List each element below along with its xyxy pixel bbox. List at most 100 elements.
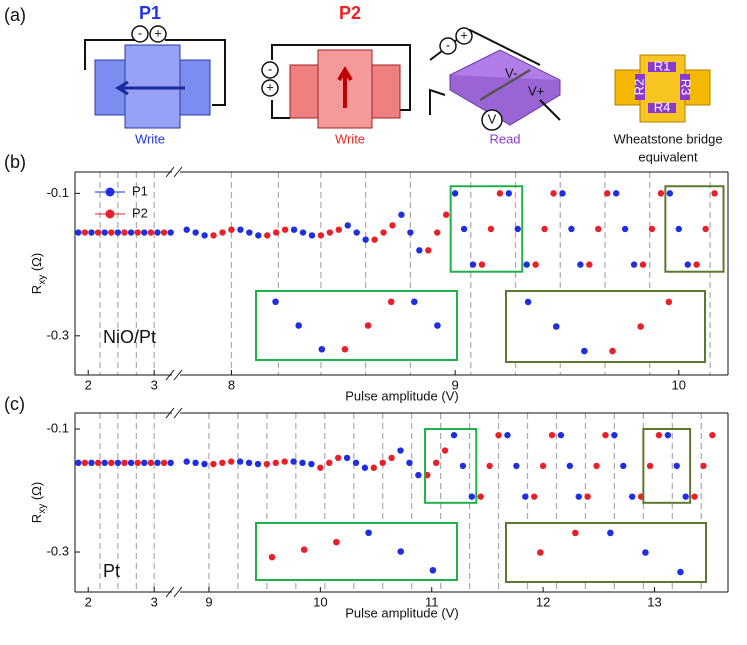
data-point bbox=[441, 447, 449, 454]
caption: Write bbox=[135, 131, 165, 146]
inset-point bbox=[677, 568, 684, 576]
data-point bbox=[154, 229, 161, 236]
data-point bbox=[167, 229, 174, 236]
data-point bbox=[370, 464, 378, 471]
data-point bbox=[407, 229, 414, 236]
data-point bbox=[514, 225, 521, 233]
data-point bbox=[604, 190, 611, 197]
data-point bbox=[586, 261, 593, 268]
data-point bbox=[264, 232, 271, 239]
data-point bbox=[81, 229, 89, 236]
data-point bbox=[281, 458, 288, 465]
data-point bbox=[371, 236, 378, 243]
data-point bbox=[167, 459, 174, 467]
panel-a: (a) - + P1 Write - + P2 Write - + V- V+ bbox=[4, 3, 723, 165]
annotation: Pt bbox=[103, 561, 120, 581]
data-point bbox=[308, 460, 315, 468]
y-label-unit: (Ω) bbox=[29, 482, 44, 504]
data-point bbox=[568, 225, 575, 233]
data-point bbox=[94, 459, 102, 467]
data-point bbox=[380, 229, 387, 236]
p1-title: P1 bbox=[139, 3, 161, 23]
data-point bbox=[522, 493, 529, 500]
data-point bbox=[602, 431, 609, 439]
inset-point bbox=[609, 347, 616, 355]
caption: Read bbox=[489, 131, 520, 146]
inset-point bbox=[387, 298, 395, 306]
inset-point bbox=[429, 566, 437, 574]
inset-frame bbox=[255, 290, 458, 361]
annotation: NiO/Pt bbox=[103, 327, 156, 347]
data-point bbox=[344, 222, 351, 229]
wire bbox=[84, 39, 226, 106]
arrow bbox=[337, 66, 353, 108]
data-point bbox=[541, 225, 548, 233]
data-point bbox=[496, 190, 504, 197]
axis-break bbox=[173, 369, 183, 381]
data-point bbox=[673, 462, 680, 470]
resistor bbox=[648, 103, 676, 113]
data-point bbox=[108, 459, 115, 467]
data-point bbox=[693, 261, 700, 268]
data-point bbox=[504, 431, 511, 439]
caption: Wheatstone bridge bbox=[613, 131, 722, 146]
data-point bbox=[513, 462, 520, 470]
data-point bbox=[192, 229, 199, 236]
data-point bbox=[101, 229, 108, 236]
data-point bbox=[147, 459, 155, 467]
v-plus: V+ bbox=[528, 83, 544, 98]
axis-break bbox=[173, 407, 183, 419]
data-point bbox=[121, 459, 128, 467]
data-point bbox=[584, 493, 591, 500]
data-point bbox=[147, 229, 155, 236]
source bbox=[439, 37, 457, 55]
data-point bbox=[201, 232, 208, 239]
inset-point bbox=[397, 548, 405, 555]
x-tick-label: 8 bbox=[228, 377, 235, 392]
data-point bbox=[468, 493, 476, 500]
caption: Write bbox=[335, 131, 365, 146]
data-point bbox=[557, 431, 565, 439]
meter-label: V bbox=[488, 111, 497, 126]
data-point bbox=[548, 431, 556, 439]
resistor bbox=[635, 74, 645, 100]
data-point bbox=[121, 229, 128, 236]
data-point bbox=[451, 190, 459, 197]
data-point bbox=[127, 229, 135, 236]
data-point bbox=[593, 462, 600, 470]
data-point bbox=[595, 225, 602, 233]
source bbox=[455, 27, 473, 45]
legend-label: P1 bbox=[132, 183, 148, 198]
data-point bbox=[255, 232, 262, 239]
data-point bbox=[154, 459, 161, 467]
data-point bbox=[575, 493, 582, 500]
inset-point bbox=[295, 322, 302, 329]
plus: + bbox=[154, 25, 162, 40]
data-point bbox=[352, 459, 360, 467]
axis-break bbox=[165, 586, 175, 598]
resistor-label: R4 bbox=[654, 99, 671, 114]
x-tick-label: 2 bbox=[85, 594, 92, 609]
data-point bbox=[682, 493, 689, 500]
inset-point bbox=[572, 529, 579, 537]
x-axis-label: Pulse amplitude (V) bbox=[345, 605, 458, 620]
data-point bbox=[577, 261, 584, 268]
inset-point bbox=[607, 529, 614, 537]
data-point bbox=[362, 236, 369, 243]
resistor-label: R3 bbox=[679, 79, 694, 96]
caption: equivalent bbox=[638, 149, 698, 164]
data-point bbox=[459, 462, 467, 470]
data-point bbox=[160, 459, 168, 467]
y-label-unit: (Ω) bbox=[29, 253, 44, 275]
data-point bbox=[326, 229, 334, 236]
data-point bbox=[442, 211, 450, 218]
device-read-side bbox=[449, 75, 561, 126]
data-point bbox=[611, 431, 618, 439]
data-point bbox=[272, 459, 279, 467]
source bbox=[261, 79, 279, 97]
inset-point bbox=[318, 345, 326, 353]
data-point bbox=[612, 190, 620, 197]
inset-point bbox=[536, 549, 544, 556]
plus: + bbox=[460, 27, 468, 42]
data-point bbox=[114, 229, 122, 236]
